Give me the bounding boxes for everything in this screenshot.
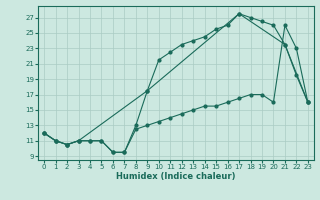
X-axis label: Humidex (Indice chaleur): Humidex (Indice chaleur)	[116, 172, 236, 181]
